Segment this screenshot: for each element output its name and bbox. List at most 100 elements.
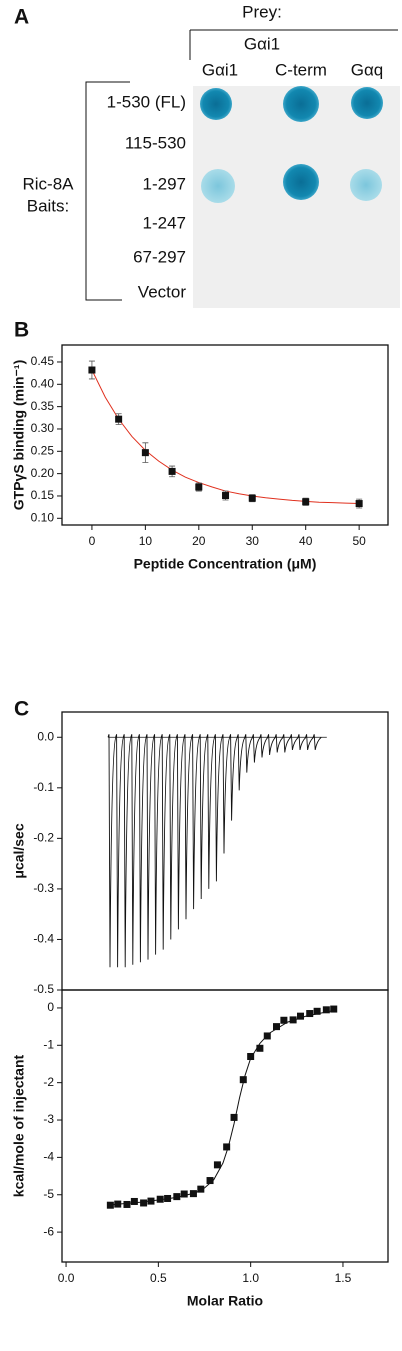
y-tick-label: -0.5 — [33, 982, 54, 996]
y-tick-label: 0.25 — [31, 443, 55, 457]
y-tick-label: -3 — [43, 1112, 54, 1126]
data-point — [88, 366, 96, 374]
injection-peak — [168, 734, 178, 940]
y-axis-label: GTPγS binding (min⁻¹) — [11, 360, 27, 511]
y-tick-label: 0.35 — [31, 399, 55, 413]
prey-label: Prey: — [242, 2, 282, 21]
data-point — [115, 415, 123, 423]
y-tick-label: 0.20 — [31, 466, 55, 480]
y-tick-label: -2 — [43, 1075, 54, 1089]
y-tick-label: -0.3 — [33, 881, 54, 895]
data-point — [168, 467, 176, 475]
data-point — [230, 1113, 238, 1121]
injection-peak — [198, 734, 208, 900]
injection-peak — [160, 734, 170, 950]
injection-peak — [213, 734, 223, 882]
y-axis-label: kcal/mole of injectant — [11, 1054, 27, 1197]
injection-peak — [274, 734, 284, 753]
fit-line — [91, 369, 360, 505]
data-point — [355, 500, 363, 508]
row-label: 1-297 — [143, 174, 186, 193]
data-point — [130, 1197, 138, 1205]
data-point — [173, 1193, 181, 1201]
y-tick-label: 0 — [47, 1000, 54, 1014]
panel-label: C — [14, 698, 29, 721]
x-tick-label: 30 — [246, 534, 260, 548]
injection-peak — [183, 734, 193, 920]
x-tick-label: 50 — [352, 534, 366, 548]
y-tick-label: 0.45 — [31, 354, 55, 368]
x-tick-label: 1.5 — [335, 1271, 352, 1285]
row-label: 1-530 (FL) — [107, 92, 186, 111]
spot — [283, 164, 319, 200]
data-point — [330, 1005, 338, 1013]
row-label: 1-247 — [143, 213, 186, 232]
data-point — [195, 483, 203, 491]
injection-peak — [145, 734, 155, 960]
x-tick-label: 20 — [192, 534, 206, 548]
data-point — [114, 1200, 122, 1208]
prey-group: Gαi1 — [244, 34, 280, 53]
baits-label: Baits: — [27, 196, 70, 215]
injection-peak — [305, 734, 314, 750]
data-point — [147, 1197, 155, 1205]
injection-peak — [244, 734, 254, 773]
injection-peak — [175, 734, 185, 930]
x-tick-label: 0.5 — [150, 1271, 167, 1285]
data-point — [140, 1199, 148, 1207]
injection-peak — [130, 734, 140, 965]
data-point — [248, 494, 256, 502]
column-label: Gαi1 — [202, 60, 238, 79]
y-tick-label: -6 — [43, 1224, 54, 1238]
data-point — [223, 1143, 231, 1151]
injection-peak — [221, 734, 231, 854]
data-point — [239, 1076, 247, 1084]
data-point — [123, 1200, 131, 1208]
y-tick-label: 0.15 — [31, 488, 55, 502]
x-axis-label: Peptide Concentration (μM) — [134, 556, 317, 572]
column-label: C-term — [275, 60, 327, 79]
x-tick-label: 10 — [139, 534, 153, 548]
fit-line — [110, 1009, 336, 1206]
injection-peak — [282, 734, 292, 753]
data-point — [141, 449, 149, 457]
y-axis-label: μcal/sec — [11, 823, 27, 878]
injection-peak — [312, 734, 322, 750]
data-point — [297, 1012, 305, 1020]
y-tick-label: -0.4 — [33, 932, 54, 946]
data-point — [280, 1016, 288, 1024]
x-tick-label: 1.0 — [242, 1271, 259, 1285]
baits-label: Ric-8A — [22, 174, 74, 193]
data-point — [180, 1190, 188, 1198]
injection-peak — [297, 734, 307, 750]
x-tick-label: 40 — [299, 534, 313, 548]
y-tick-label: -1 — [43, 1037, 54, 1051]
injection-peak — [137, 734, 147, 963]
data-point — [213, 1161, 221, 1169]
data-point — [302, 498, 310, 506]
injection-peak — [122, 734, 132, 968]
data-point — [306, 1010, 314, 1018]
data-point — [106, 1201, 114, 1209]
injection-peak — [115, 734, 125, 968]
injection-peak — [236, 734, 246, 791]
plot-frame — [61, 989, 389, 1263]
data-point — [322, 1006, 330, 1014]
data-point — [189, 1190, 197, 1198]
data-point — [263, 1032, 271, 1040]
spot — [200, 88, 232, 120]
injection-peak — [191, 734, 201, 910]
injection-peak — [229, 734, 238, 821]
spot — [283, 86, 319, 122]
injection-peak — [153, 734, 163, 955]
x-axis-label: Molar Ratio — [187, 1293, 263, 1309]
y-tick-label: 0.0 — [37, 729, 54, 743]
data-point — [256, 1044, 264, 1052]
data-point — [206, 1177, 214, 1185]
data-point — [222, 492, 230, 500]
spot — [201, 169, 235, 203]
plot-frame — [61, 344, 389, 526]
y-tick-label: -5 — [43, 1187, 54, 1201]
y-tick-label: 0.30 — [31, 421, 55, 435]
